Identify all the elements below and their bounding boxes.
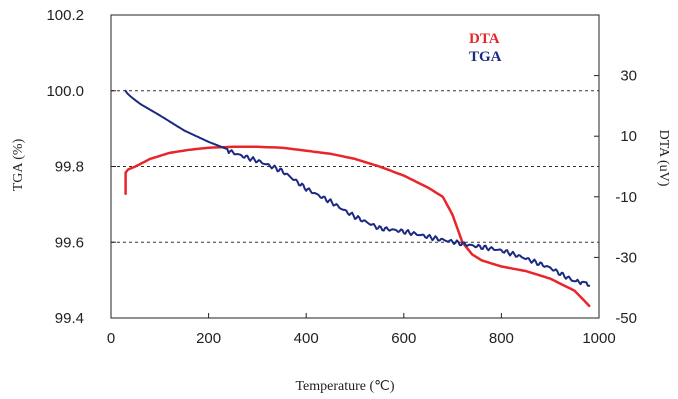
y-right-axis-title: DTA (uV) <box>656 130 671 187</box>
y-right-tick-label: -50 <box>615 310 637 327</box>
plot-area <box>110 14 600 319</box>
tick-marks <box>110 14 600 319</box>
legend-entry-tga: TGA <box>469 49 502 65</box>
series-layer <box>124 89 591 308</box>
x-tick-label: 200 <box>196 330 221 347</box>
y-right-tick-label: -30 <box>615 249 637 266</box>
x-tick-label: 600 <box>391 330 416 347</box>
y-left-tick-label: 99.8 <box>55 159 84 176</box>
y-left-tick-label: 99.6 <box>55 234 84 251</box>
x-tick-label: 0 <box>107 330 115 347</box>
y-right-tick-label: 10 <box>620 128 637 145</box>
x-tick-label: 400 <box>294 330 319 347</box>
y-right-tick-label: -10 <box>615 189 637 206</box>
y-left-axis-title: TGA (%) <box>11 138 26 191</box>
y-left-tick-label: 99.4 <box>55 310 84 327</box>
x-tick-label: 800 <box>489 330 514 347</box>
x-tick-label: 1000 <box>582 330 615 347</box>
y-right-tick-label: 30 <box>620 68 637 85</box>
series-line-dta <box>124 145 591 308</box>
x-tick-labels: 0 200 400 600 800 1000 <box>107 330 616 347</box>
y-left-tick-labels: 99.4 99.6 99.8 100.0 100.2 <box>46 7 84 327</box>
y-left-tick-label: 100.2 <box>46 7 84 24</box>
y-right-tick-labels: -50 -30 -10 10 30 <box>615 68 637 327</box>
x-axis-title: Temperature (℃) <box>295 379 394 394</box>
y-left-tick-label: 100.0 <box>46 83 84 100</box>
series-line-tga <box>124 89 591 287</box>
legend-entry-dta: DTA <box>469 31 500 47</box>
legend: DTA TGA <box>469 31 502 65</box>
